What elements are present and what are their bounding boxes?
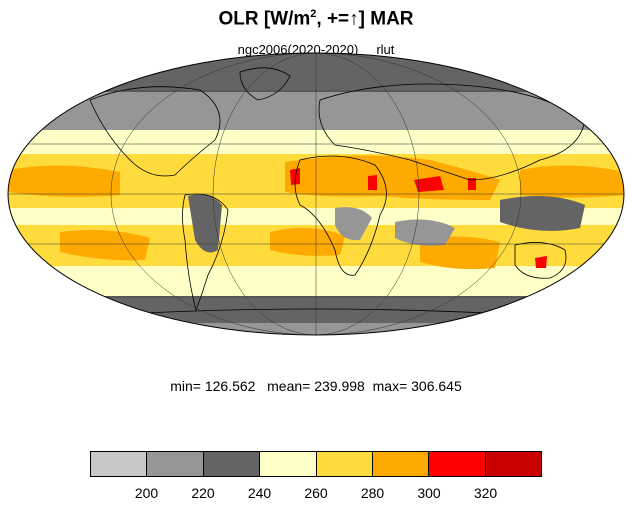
convection-africa: [335, 207, 372, 241]
title-text: OLR [W/m: [218, 8, 311, 30]
mean-value: 239.998: [314, 378, 365, 394]
colorbar-tick-labels: 200 220 240 260 280 300 320: [90, 485, 542, 505]
coastline-australia: [514, 242, 567, 279]
colorbar-segment: [260, 452, 317, 476]
colorbar-segment: [429, 452, 486, 476]
meridian-90: [110, 53, 522, 335]
colorbar-segment: [372, 452, 430, 476]
title-text-rest: , +=↑] MAR: [316, 8, 414, 30]
colorbar-segment: [316, 452, 373, 476]
colorbar-tick-label: 280: [360, 485, 385, 501]
convection-indian-ocean: [395, 219, 455, 246]
convection-maritime: [500, 196, 585, 231]
max-arabia: [414, 176, 444, 192]
title-superscript: 2: [310, 8, 317, 20]
colorbar-tick-label: 200: [134, 485, 159, 501]
coastline-greenland: [239, 67, 291, 101]
colorbar-segment: [147, 452, 204, 476]
meridian-45: [212, 53, 420, 335]
colorbar-segment: [485, 452, 541, 476]
max-india: [468, 178, 476, 190]
max-label: max=: [372, 378, 408, 394]
colorbar-tick-label: 300: [417, 485, 441, 501]
colorbar-segment: [91, 452, 148, 476]
coastline-eurasia: [318, 83, 586, 181]
world-map: [7, 52, 625, 336]
colorbar-tick-label: 260: [304, 485, 328, 501]
min-value: 126.562: [204, 378, 256, 394]
coastline-south-america: [182, 193, 229, 312]
globe-outline: [7, 52, 625, 336]
graticule: [8, 53, 624, 335]
orange-band-south-atlantic: [270, 227, 345, 256]
coastline-north-america: [89, 86, 221, 177]
colorbar-segment: [203, 452, 261, 476]
max-value: 306.645: [411, 378, 462, 394]
subtitle-variable: rlut: [376, 42, 395, 57]
orange-band-sahara: [285, 155, 500, 200]
orange-band-atlantic-north: [8, 165, 120, 197]
orange-band-south-pacific: [60, 230, 150, 261]
mean-label: mean=: [267, 378, 311, 394]
colorbar: [90, 451, 542, 477]
colorbar-tick-label: 220: [191, 485, 215, 501]
max-sahara-west: [290, 168, 300, 185]
max-australia: [535, 256, 547, 268]
min-label: min=: [170, 378, 201, 394]
statistics-line: min= 126.562 mean= 239.998 max= 306.645: [0, 378, 632, 394]
coastline-africa: [294, 155, 387, 276]
colorbar-tick-label: 240: [247, 485, 272, 501]
chart-title: OLR [W/m2, +=↑] MAR: [0, 8, 632, 30]
orange-band-pacific-north: [520, 165, 624, 198]
colorbar-tick-label: 320: [473, 485, 498, 501]
max-sahara-central: [368, 175, 377, 190]
